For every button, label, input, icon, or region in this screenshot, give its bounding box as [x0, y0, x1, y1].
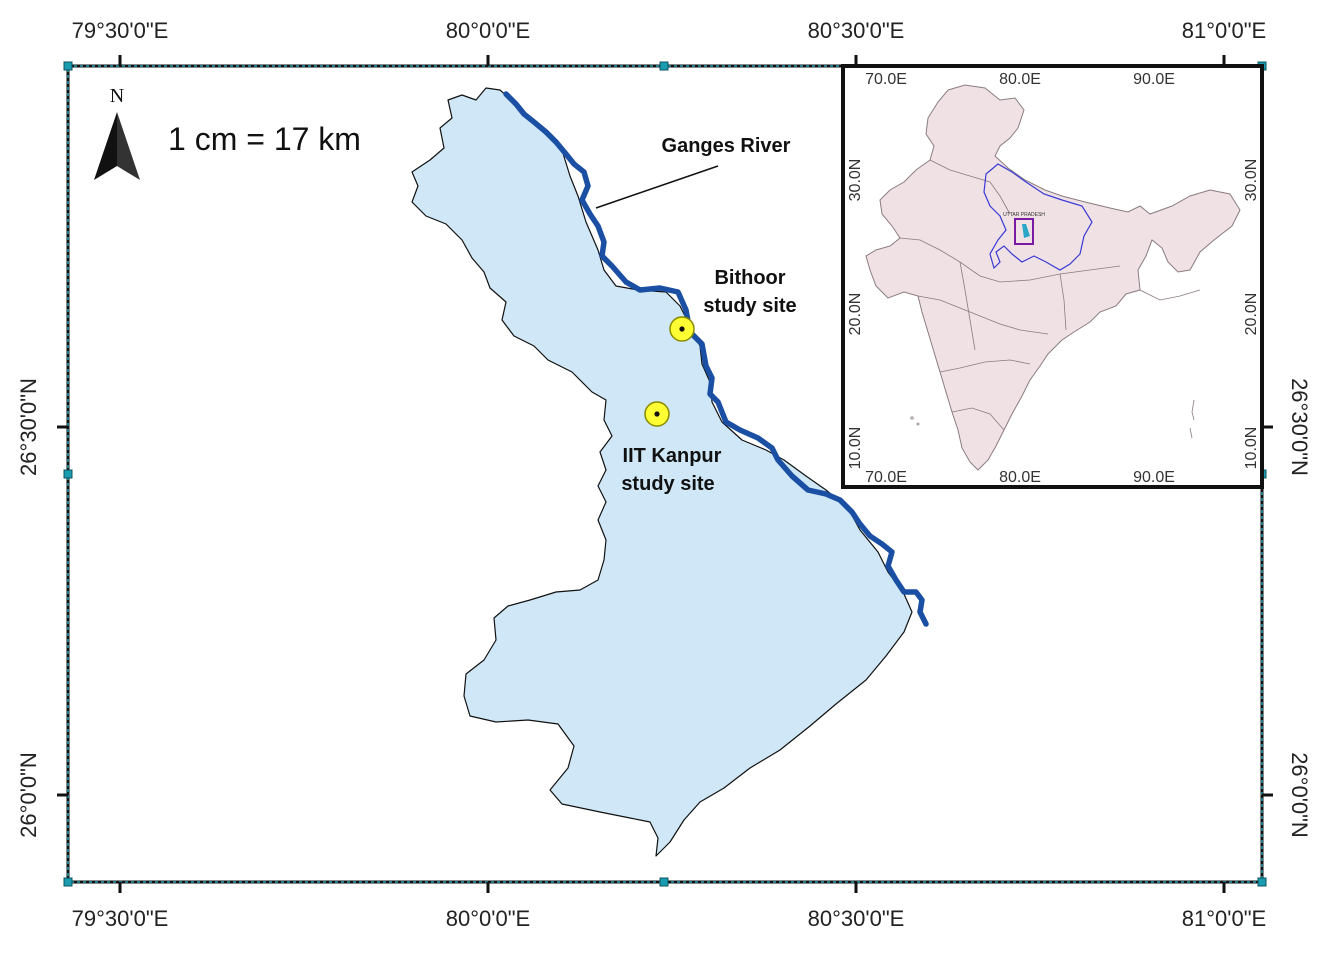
inset-lat-right: 10.0N — [1243, 427, 1260, 470]
inset-lat-left: 10.0N — [847, 427, 864, 470]
inset-map: UTTAR PRADESH 70.0E 80.0E 90.0E 70.0E 80… — [841, 64, 1264, 489]
lon-label-top: 81°0'0"E — [1182, 18, 1266, 43]
ganges-river — [503, 91, 929, 627]
bithoor-label-line2: study site — [703, 295, 796, 317]
kanpur-district-polygon — [411, 87, 913, 857]
lon-label-top: 80°0'0"E — [446, 18, 530, 43]
inset-study-area-shape — [1022, 224, 1030, 238]
inset-lat-right: 20.0N — [1243, 293, 1260, 336]
inset-lon-top: 70.0E — [865, 71, 907, 88]
inset-state-label: UTTAR PRADESH — [1003, 212, 1045, 218]
lon-label-top: 79°30'0"E — [72, 18, 169, 43]
lat-label-right: 26°30'0"N — [1287, 378, 1312, 476]
iit-kanpur-site-marker — [644, 401, 670, 427]
inset-india-land — [865, 84, 1241, 471]
scale-text: 1 cm = 17 km — [168, 121, 361, 157]
lat-label-left: 26°0'0"N — [16, 752, 41, 838]
iit-kanpur-label-line1: IIT Kanpur — [623, 445, 722, 467]
right-latitude-labels: 26°30'0"N 26°0'0"N — [1287, 378, 1312, 838]
inset-lon-top: 90.0E — [1133, 71, 1175, 88]
bithoor-label-line1: Bithoor — [714, 267, 785, 289]
inset-study-area-box — [1014, 218, 1034, 245]
lat-label-left: 26°30'0"N — [16, 378, 41, 476]
inset-lon-bottom: 80.0E — [999, 469, 1041, 486]
lon-label-bottom: 81°0'0"E — [1182, 906, 1266, 931]
lon-label-bottom: 80°30'0"E — [808, 906, 905, 931]
north-arrow-icon: N — [94, 85, 140, 180]
bottom-longitude-labels: 79°30'0"E 80°0'0"E 80°30'0"E 81°0'0"E — [72, 906, 1267, 931]
lon-label-top: 80°30'0"E — [808, 18, 905, 43]
lat-label-right: 26°0'0"N — [1287, 752, 1312, 838]
inset-lat-left: 30.0N — [847, 159, 864, 202]
river-label: Ganges River — [662, 135, 791, 157]
lon-label-bottom: 80°0'0"E — [446, 906, 530, 931]
north-arrow-label: N — [110, 85, 124, 107]
inset-lon-bottom: 90.0E — [1133, 469, 1175, 486]
inset-lat-left: 20.0N — [847, 293, 864, 336]
inset-state-boundaries — [899, 159, 1201, 431]
bithoor-site-marker — [669, 316, 695, 342]
inset-lon-top: 80.0E — [999, 71, 1041, 88]
inset-lat-right: 30.0N — [1243, 159, 1260, 202]
lon-label-bottom: 79°30'0"E — [72, 906, 169, 931]
inset-uttar-pradesh-outline — [983, 163, 1093, 271]
river-leader-line — [595, 165, 719, 209]
inset-islands — [910, 399, 1195, 439]
top-longitude-labels: 79°30'0"E 80°0'0"E 80°30'0"E 81°0'0"E — [72, 18, 1267, 43]
iit-kanpur-label-line2: study site — [621, 473, 714, 495]
inset-lon-bottom: 70.0E — [865, 469, 907, 486]
left-latitude-labels: 26°30'0"N 26°0'0"N — [16, 378, 41, 838]
